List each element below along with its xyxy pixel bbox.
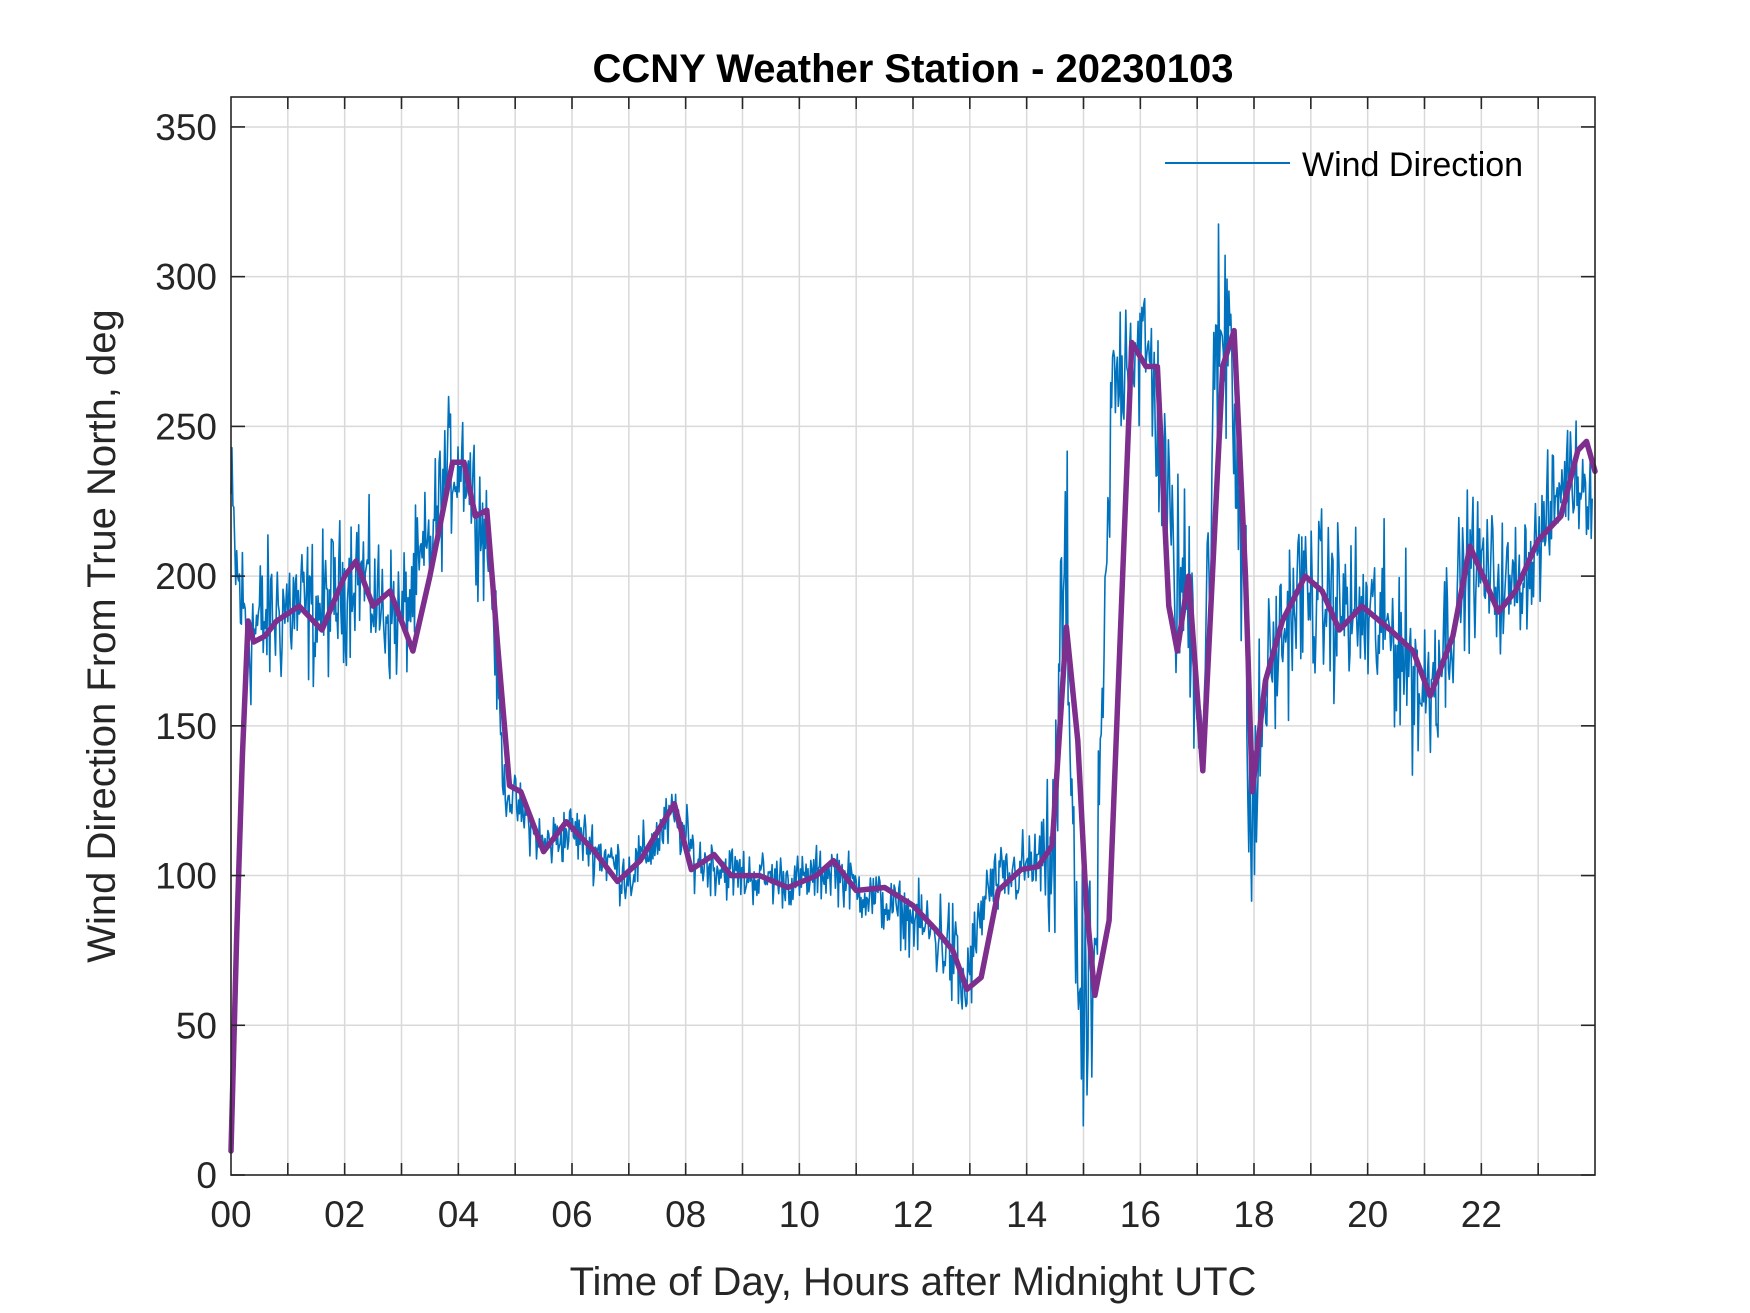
- x-tick-label: 20: [1347, 1194, 1388, 1235]
- x-tick-label: 22: [1461, 1194, 1502, 1235]
- tick-labels: 0 50 100 150 200 250 300 350 00 02 04 06 08 10 12 14 16 1…: [155, 107, 1502, 1235]
- y-tick-label: 300: [155, 257, 217, 298]
- y-axis-label: Wind Direction From True North, deg: [80, 309, 124, 963]
- x-tick-label: 04: [438, 1194, 479, 1235]
- x-tick-label: 14: [1006, 1194, 1047, 1235]
- x-tick-label: 16: [1120, 1194, 1161, 1235]
- x-tick-label: 06: [551, 1194, 592, 1235]
- y-tick-label: 250: [155, 406, 217, 447]
- legend: Wind Direction: [1165, 146, 1523, 184]
- y-tick-label: 100: [155, 856, 217, 897]
- x-tick-label: 18: [1233, 1194, 1274, 1235]
- y-tick-label: 200: [155, 556, 217, 597]
- y-tick-label: 150: [155, 706, 217, 747]
- plot-area: [228, 223, 1598, 1154]
- y-tick-label: 0: [196, 1155, 217, 1196]
- x-axis-label: Time of Day, Hours after Midnight UTC: [570, 1260, 1257, 1304]
- x-tick-label: 10: [779, 1194, 820, 1235]
- x-tick-label: 12: [892, 1194, 933, 1235]
- x-tick-label: 00: [210, 1194, 251, 1235]
- grid-lines: [231, 97, 1595, 1175]
- chart-title: CCNY Weather Station - 20230103: [593, 47, 1234, 91]
- legend-label-wind-direction: Wind Direction: [1302, 146, 1523, 184]
- x-tick-label: 02: [324, 1194, 365, 1235]
- series-line-wind-direction: [230, 223, 1593, 1127]
- series-line-running-mean: [228, 327, 1598, 1154]
- axis-ticks: [231, 97, 1595, 1176]
- y-tick-label: 50: [176, 1005, 217, 1046]
- y-tick-label: 350: [155, 107, 217, 148]
- x-tick-label: 08: [665, 1194, 706, 1235]
